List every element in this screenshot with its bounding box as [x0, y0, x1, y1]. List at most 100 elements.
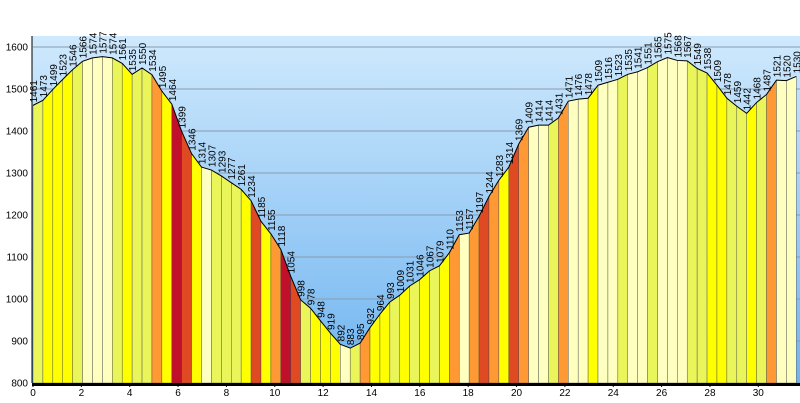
y-tick-label: 1500 [6, 85, 29, 96]
x-tick-label: 30 [753, 388, 765, 399]
data-label: 1561 [118, 38, 129, 61]
slope-segment [62, 69, 73, 384]
slope-segment [379, 301, 391, 384]
x-tick-label: 20 [511, 388, 523, 399]
slope-segment [151, 74, 163, 384]
data-label: 1185 [257, 196, 268, 218]
data-label: 1307 [207, 144, 218, 167]
x-tick-label: 24 [608, 388, 620, 399]
slope-segment [250, 200, 262, 384]
slope-segment [587, 84, 599, 384]
slope-segment [766, 79, 777, 384]
data-label: 1314 [198, 141, 209, 164]
x-tick-label: 2 [79, 388, 85, 399]
data-label: 1471 [564, 75, 575, 98]
slope-segment [538, 124, 549, 384]
y-tick-label: 1000 [6, 295, 29, 306]
data-label: 1464 [168, 78, 179, 101]
slope-segment [478, 196, 490, 384]
y-tick-label: 1200 [6, 211, 29, 222]
slope-segment [677, 60, 688, 384]
slope-segment [231, 182, 242, 384]
data-label: 1538 [703, 47, 714, 70]
slope-segment [201, 166, 212, 384]
data-label: 1509 [713, 60, 724, 83]
data-label: 1110 [445, 229, 456, 250]
x-tick-label: 4 [127, 388, 133, 399]
x-tick-label: 16 [414, 388, 426, 399]
slope-segment [429, 265, 440, 384]
slope-segment [518, 126, 529, 384]
y-tick-label: 1600 [6, 43, 29, 54]
data-label: 1487 [763, 69, 774, 92]
y-tick-label: 800 [11, 379, 28, 390]
data-label: 1283 [495, 154, 506, 177]
data-label: 1549 [693, 43, 704, 66]
data-label: 1534 [148, 49, 159, 72]
data-label: 1155 [267, 209, 278, 231]
data-label: 1277 [227, 157, 238, 180]
slope-segment [350, 342, 361, 384]
data-label: 1399 [178, 106, 189, 129]
data-label: 993 [386, 282, 397, 299]
data-label: 1442 [743, 88, 754, 111]
data-label: 1574 [88, 32, 99, 55]
data-label: 1499 [49, 64, 60, 87]
slope-segment [736, 105, 747, 384]
data-label: 1314 [505, 141, 516, 164]
slope-segment [72, 60, 83, 384]
data-label: 1551 [644, 42, 655, 65]
data-label: 1153 [455, 210, 466, 232]
slope-segment [667, 57, 678, 384]
x-tick-label: 18 [463, 388, 475, 399]
data-label: 1568 [673, 35, 684, 58]
data-label: 895 [356, 323, 367, 340]
slope-segment [776, 79, 787, 384]
x-tick-label: 6 [175, 388, 181, 399]
data-label: 998 [297, 280, 308, 297]
slope-segment [270, 233, 282, 384]
data-label: 1118 [277, 225, 288, 246]
slope-segment [637, 67, 648, 384]
slope-segment [558, 100, 569, 384]
data-label: 1523 [614, 54, 625, 77]
slope-segment [52, 78, 63, 384]
slope-segment [716, 84, 728, 384]
data-label: 1197 [475, 191, 486, 213]
slope-segment [449, 234, 460, 384]
data-label: 1046 [416, 254, 427, 277]
data-label: 1261 [237, 164, 248, 187]
data-label: 1478 [723, 73, 734, 96]
slope-segment [786, 76, 797, 384]
slope-segment [399, 285, 410, 384]
data-label: 1521 [772, 54, 783, 77]
slope-segment [459, 232, 470, 384]
data-label: 1541 [634, 46, 645, 69]
slope-segment [528, 124, 539, 384]
data-label: 1575 [663, 32, 674, 55]
slope-segment [191, 153, 202, 384]
data-label: 1535 [624, 49, 635, 72]
slope-segment [82, 57, 93, 384]
slope-segment [706, 72, 718, 384]
data-label: 1523 [59, 54, 70, 77]
slope-segment [102, 56, 113, 384]
slope-segment [577, 98, 589, 384]
slope-segment [419, 270, 430, 384]
data-label: 1009 [396, 270, 407, 293]
data-label: 1546 [69, 44, 80, 67]
slope-segment [548, 117, 559, 384]
slope-segment [32, 100, 44, 384]
slope-segment [488, 179, 500, 384]
slope-segment [171, 104, 182, 384]
data-label: 1409 [525, 102, 536, 125]
data-label: 1468 [753, 77, 764, 100]
data-label: 883 [346, 328, 357, 345]
slope-segment [468, 215, 480, 384]
data-label: 1079 [435, 240, 446, 263]
data-label: 1577 [98, 31, 109, 54]
slope-segment [340, 344, 351, 384]
slope-segment [221, 175, 232, 384]
